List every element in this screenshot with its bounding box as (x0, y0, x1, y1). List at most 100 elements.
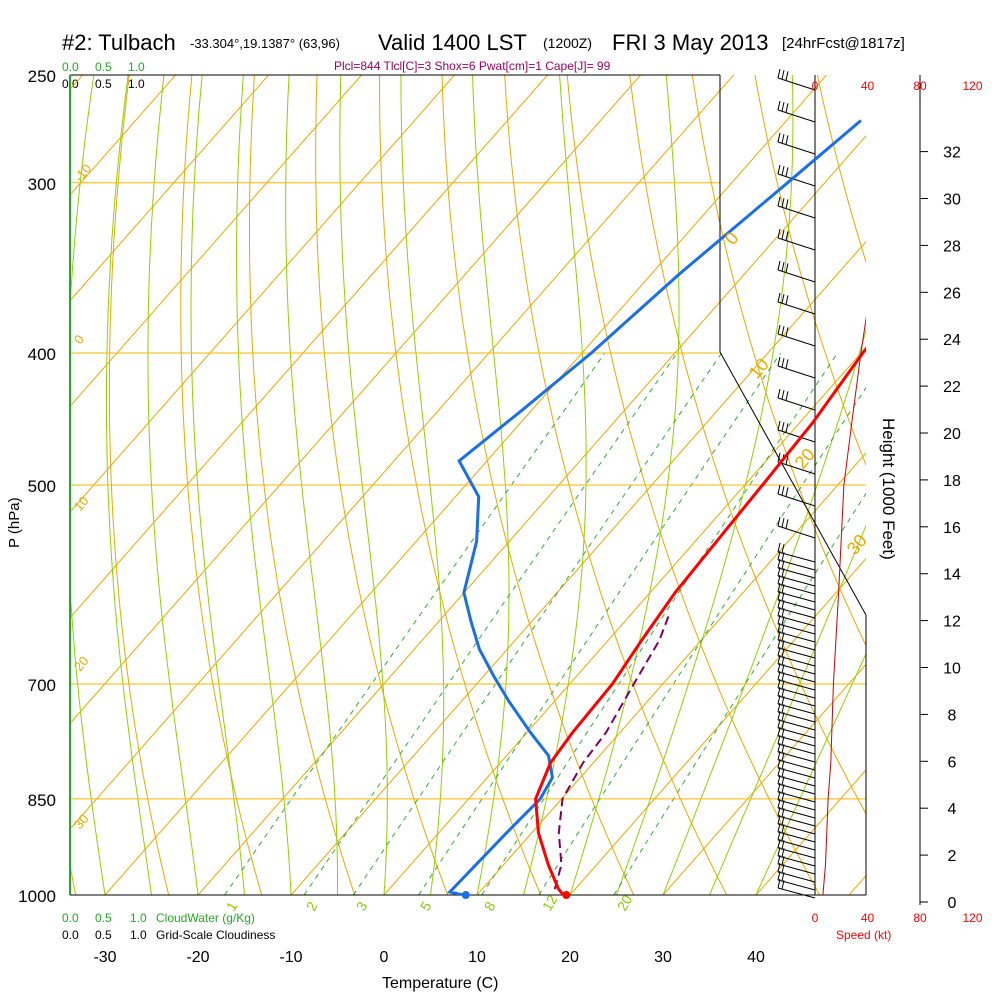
cloudwater-scale-bottom: 0.0 0.5 1.0 CloudWater (g/Kg) 0.0 0.5 1.… (62, 911, 275, 942)
cloudwater-tick: 0.0 (62, 60, 79, 74)
speed-tick-label: 0 (812, 79, 819, 93)
wind-barb (777, 324, 816, 347)
dry-adiabat-line (0, 51, 9, 924)
isotherm-line (70, 75, 456, 513)
cloudwater-tick: 0.5 (95, 911, 112, 925)
dewpoint-curve (446, 119, 862, 895)
temperature-tick-label: 20 (561, 949, 579, 966)
height-tick-label: 12 (943, 614, 961, 631)
wind-barb (777, 388, 816, 411)
moist-adiabat-line (147, 75, 199, 895)
moist-adiabat-line (235, 75, 292, 895)
temperature-tick-label: -30 (93, 949, 116, 966)
moist-adiabat-line (105, 75, 152, 895)
mixing-ratio-label: 2 (303, 899, 321, 914)
pressure-tick-label: 700 (28, 676, 56, 695)
wind-barb (777, 68, 816, 91)
x-axis-title: Temperature (C) (382, 975, 498, 992)
mixing-ratio-label: 3 (353, 899, 371, 914)
speed-tick-label: 40 (861, 79, 875, 93)
cloudwater-tick: 1.0 (128, 60, 145, 74)
utc-time: (1200Z) (543, 35, 592, 51)
dry-adiabat-line (315, 75, 449, 895)
cloudwater-label: CloudWater (g/Kg) (156, 911, 255, 925)
temperature-axis: -30 -20 -10 0 10 20 30 40 (93, 949, 765, 966)
isotherm-line (70, 75, 549, 619)
y-axis-title: P (hPa) (6, 497, 23, 548)
isobars (70, 74, 866, 896)
dry-adiabat-line (816, 75, 866, 264)
temperature-tick-label: 30 (654, 949, 672, 966)
height-tick-label: 32 (943, 145, 961, 162)
pressure-tick-label: 400 (28, 345, 56, 364)
dry-adiabat-label: -10 (71, 161, 95, 185)
isotherm-line (197, 135, 866, 895)
dry-adiabat-line (754, 75, 866, 467)
wind-barb (777, 100, 816, 123)
dry-adiabat-line (108, 75, 170, 895)
height-tick-label: 20 (943, 426, 961, 443)
height-axis-title: Height (1000 Feet) (879, 418, 898, 560)
isotherm-line (70, 75, 270, 302)
station-title: #2: Tulbach (62, 30, 176, 55)
height-tick-label: 16 (943, 520, 961, 537)
wind-barb (777, 260, 816, 283)
valid-date: FRI 3 May 2013 (612, 30, 769, 55)
speed-tick-label: 0 (812, 911, 819, 925)
height-tick-label: 4 (948, 801, 957, 818)
moist-adiabat-line (662, 328, 866, 895)
speed-tick-label: 80 (913, 79, 927, 93)
pressure-tick-label: 1000 (18, 887, 56, 906)
mixing-ratio-label: 20 (614, 892, 636, 914)
isotherm-line (848, 874, 866, 895)
dry-adiabat-label: 10 (71, 493, 92, 514)
moist-adiabat-line (339, 75, 388, 895)
cloudiness-label: Grid-Scale Cloudiness (156, 928, 275, 942)
mixing-ratio-line (224, 352, 606, 895)
speed-tick-label: 40 (861, 911, 875, 925)
surface-temperature-point (562, 891, 571, 899)
height-tick-label: 0 (948, 895, 957, 912)
wind-barbs (777, 68, 816, 899)
pressure-tick-label: 500 (28, 477, 56, 496)
moist-adiabat-line (400, 75, 445, 895)
cloudwater-tick: 0.5 (95, 60, 112, 74)
height-tick-label: 24 (943, 332, 961, 349)
speed-axis-title: Speed (kt) (836, 928, 891, 942)
moist-adiabat-line (472, 75, 510, 895)
dry-adiabat-label: 0 (71, 332, 87, 347)
temperature-tick-label: 0 (380, 949, 389, 966)
isotherm-line (569, 557, 866, 895)
height-tick-label: 28 (943, 238, 961, 255)
dry-adiabat-label: 30 (843, 530, 871, 558)
moist-adiabat-line (569, 75, 680, 895)
mixing-ratio-line (481, 352, 838, 895)
height-tick-label: 10 (943, 661, 961, 678)
mixing-ratio-label: 8 (481, 899, 499, 914)
dry-adiabat-line (691, 75, 866, 647)
wind-barb (777, 164, 816, 187)
isotherm-line (70, 75, 642, 725)
cloudwater-tick: 0.0 (62, 911, 79, 925)
dry-adiabat-line (180, 75, 263, 895)
cloudiness-tick: 0.5 (95, 77, 112, 91)
speed-tick-label: 120 (962, 911, 982, 925)
forecast-label: [24hrFcst@1817z] (782, 35, 905, 52)
moist-adiabat-line (70, 75, 106, 895)
isotherm-line (383, 346, 866, 895)
surface-dewpoint-point (461, 891, 470, 899)
pressure-axis: 250 300 400 500 700 850 1000 (18, 67, 56, 906)
mixing-ratio-line (538, 386, 866, 895)
moist-adiabat-line (190, 75, 245, 895)
height-tick-label: 2 (948, 848, 957, 865)
wind-barb (777, 878, 816, 899)
dry-adiabat-line (441, 75, 635, 895)
temperature-tick-label: -20 (186, 949, 209, 966)
pressure-tick-label: 850 (28, 791, 56, 810)
moist-adiabat-line (523, 75, 587, 895)
valid-time: Valid 1400 LST (378, 30, 527, 55)
cloudiness-tick: 1.0 (128, 77, 145, 91)
